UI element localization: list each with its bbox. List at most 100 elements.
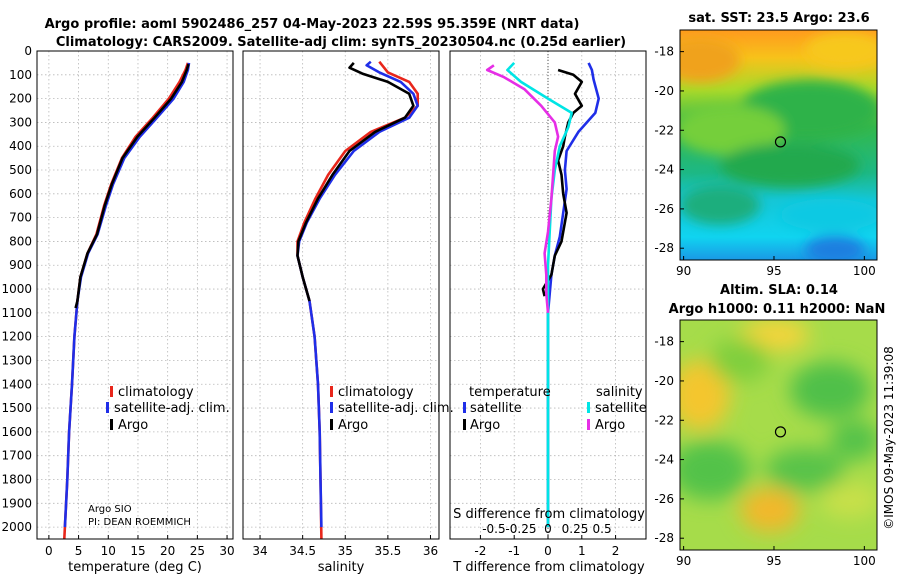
temperature-panel: 0 5 10 15 20 25 30 0 100 200 300 400 500 600 700 800 90… (1, 44, 234, 575)
legend-t-argo-swatch (463, 419, 466, 430)
legend-salinity-title: salinity (596, 385, 643, 400)
legend-satellite-swatch (106, 402, 109, 413)
x-tick-label: 0 (544, 544, 552, 558)
legend-argo-swatch (330, 419, 333, 430)
map-y-tick-label: -18 (654, 335, 674, 349)
y-tick-label: 500 (9, 163, 32, 177)
y-tick-label: 2000 (1, 520, 32, 534)
x-tick-label: 36 (423, 544, 438, 558)
sla-field (680, 320, 877, 550)
y-tick-label: 0 (24, 44, 32, 58)
legend-s-argo-label: Argo (595, 418, 625, 433)
x-tick-label: -2 (474, 544, 486, 558)
map-y-tick-label: -22 (654, 123, 674, 137)
x-tick-label: 0 (45, 544, 53, 558)
y-tick-label: 1900 (1, 496, 32, 510)
map-y-tick-label: -24 (654, 163, 674, 177)
float-position-marker (774, 136, 787, 148)
legend-s-argo-swatch (587, 419, 590, 430)
temperature-lines (63, 62, 191, 539)
x-tick-label: 5 (75, 544, 83, 558)
legend-argo-swatch (110, 419, 113, 430)
top-tick-label: -0.5 (482, 522, 505, 536)
x-tick-label: 30 (219, 544, 234, 558)
salinity-legend: climatology satellite-adj. clim. Argo (330, 385, 454, 433)
x-tick-label: 25 (190, 544, 205, 558)
x-tick-label: 10 (101, 544, 116, 558)
y-tick-label: 200 (9, 92, 32, 106)
salinity-axes-frame (242, 50, 440, 540)
y-tick-label: 300 (9, 115, 32, 129)
legend-satellite-label: satellite-adj. clim. (114, 401, 230, 416)
y-tick-label: 1000 (1, 282, 32, 296)
salinity-x-label: salinity (318, 560, 365, 575)
temperature-x-label: temperature (deg C) (68, 560, 202, 575)
sla-map: Altim. SLA: 0.14 Argo h1000: 0.11 h2000:… (654, 283, 885, 568)
y-tick-label: 1600 (1, 425, 32, 439)
map-y-tick-label: -28 (654, 531, 674, 545)
y-tick-label: 600 (9, 187, 32, 201)
t-difference-label: T difference from climatology (452, 560, 645, 575)
map-y-tick-label: -20 (654, 374, 674, 388)
difference-x-ticks: -2 -1 0 1 2 (474, 535, 619, 558)
difference-top-ticks: -0.5 -0.25 0 0.25 0.5 (482, 522, 611, 536)
salinity-x-ticks: 34 34.5 35 35.5 36 (252, 535, 438, 558)
y-tick-label: 1800 (1, 472, 32, 486)
difference-panel: -2 -1 0 1 2 -0.5 -0.25 0 0.25 0.5 S difference f… (449, 50, 647, 575)
x-tick-label: 1 (578, 544, 586, 558)
salinity-grid (243, 51, 439, 539)
depth-y-ticks: 0 100 200 300 400 500 600 700 800 900 1000 1100 1200… (1, 44, 32, 534)
series-line-satellite-adj-clim- (63, 62, 191, 528)
y-tick-label: 900 (9, 258, 32, 272)
x-tick-label: 34.5 (289, 544, 316, 558)
map-y-tick-label: -24 (654, 453, 674, 467)
legend-climatology-label: climatology (338, 385, 414, 400)
sst-x-ticks: 90 95 100 (676, 256, 876, 278)
map-y-tick-label: -20 (654, 84, 674, 98)
sst-field (680, 30, 877, 260)
legend-s-satellite-swatch (587, 402, 590, 413)
map-y-tick-label: -18 (654, 45, 674, 59)
y-tick-label: 1100 (1, 306, 32, 320)
x-tick-label: -1 (508, 544, 520, 558)
temperature-grid (37, 51, 233, 539)
legend-climatology-swatch (110, 386, 113, 397)
salinity-panel: 34 34.5 35 35.5 36 salinity climatology sate… (242, 50, 454, 575)
map-y-tick-label: -28 (654, 241, 674, 255)
y-tick-label: 400 (9, 139, 32, 153)
map-x-tick-label: 90 (676, 554, 691, 568)
top-tick-label: 0.5 (593, 522, 612, 536)
series-line-climatology (63, 62, 190, 539)
legend-temperature-title: temperature (469, 385, 551, 400)
legend-satellite-swatch (330, 402, 333, 413)
sla-x-ticks: 90 95 100 (676, 546, 876, 568)
y-tick-label: 1200 (1, 330, 32, 344)
legend-satellite-label: satellite-adj. clim. (338, 401, 454, 416)
series-line-climatology (296, 60, 419, 539)
series-line-argo (74, 63, 190, 309)
y-tick-label: 700 (9, 211, 32, 225)
salinity-lines (296, 60, 419, 539)
x-tick-label: 2 (612, 544, 620, 558)
top-tick-label: -0.25 (505, 522, 536, 536)
x-tick-label: 15 (130, 544, 145, 558)
legend-t-argo-label: Argo (470, 418, 500, 433)
legend-t-satellite-label: satellite (470, 401, 522, 416)
series-line-satellite-adj-clim- (296, 60, 419, 528)
s-difference-label: S difference from climatology (453, 507, 645, 522)
series-line-argo (296, 62, 415, 302)
x-tick-label: 20 (160, 544, 175, 558)
sla-y-ticks: -18 -20 -22 -24 -26 -28 (654, 335, 684, 545)
top-tick-label: 0.25 (562, 522, 589, 536)
map-y-tick-label: -22 (654, 413, 674, 427)
legend-argo-label: Argo (118, 418, 148, 433)
sst-y-ticks: -18 -20 -22 -24 -26 -28 (654, 45, 684, 255)
x-tick-label: 35.5 (375, 544, 402, 558)
temperature-legend: climatology satellite-adj. clim. Argo (106, 385, 230, 433)
sst-map: sat. SST: 23.5 Argo: 23.6 90 95 100 -18 -20… (654, 11, 878, 278)
legend-climatology-swatch (330, 386, 333, 397)
legend-s-satellite-label: satellite (595, 401, 647, 416)
sst-map-title: sat. SST: 23.5 Argo: 23.6 (688, 11, 869, 26)
side-stamp: ©IMOS 09-May-2023 11:39:08 (882, 346, 896, 530)
